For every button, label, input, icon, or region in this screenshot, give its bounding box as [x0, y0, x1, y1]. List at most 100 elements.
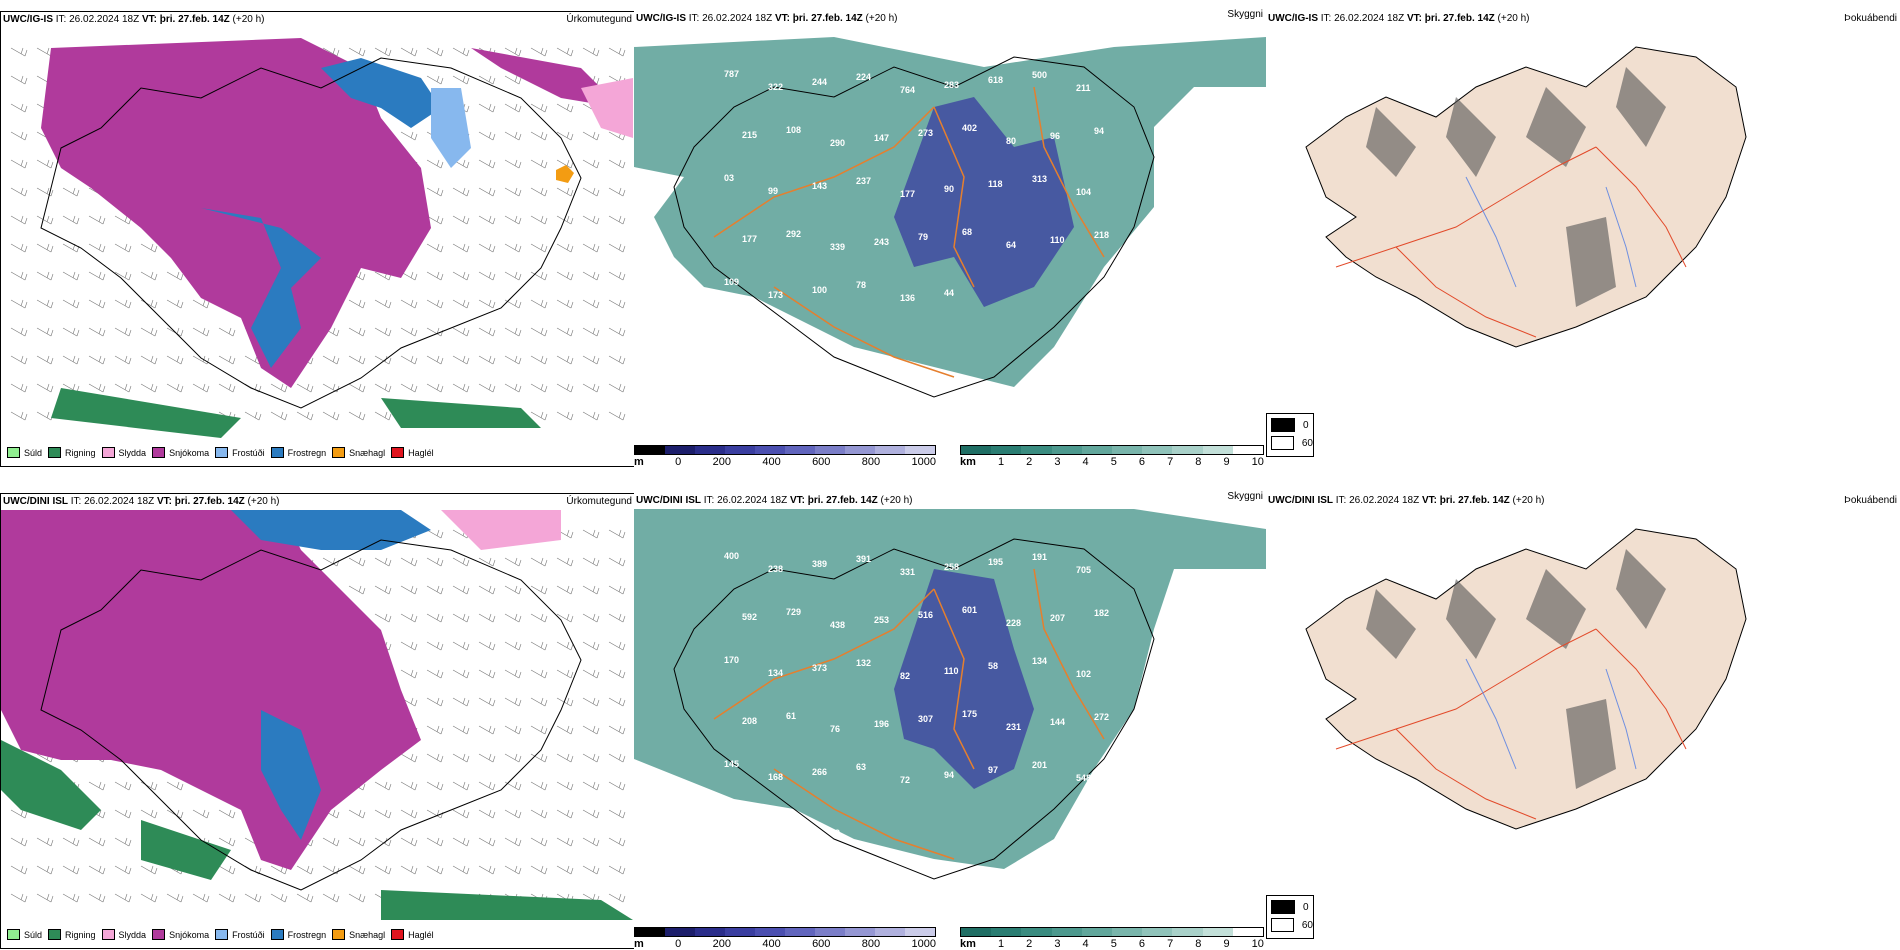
scale-color [875, 928, 905, 936]
fog-legend-row: 60 [1271, 918, 1313, 932]
wind-barb [114, 893, 132, 903]
visibility-value: 389 [812, 559, 827, 569]
visibility-value: 516 [918, 610, 933, 620]
visibility-value: 110 [1050, 235, 1065, 245]
wind-barb [504, 103, 522, 113]
wind-barb [400, 865, 418, 875]
wind-barb [10, 809, 28, 819]
vis-scale-m-top: m 0 200 400 600 800 1000 [634, 445, 936, 468]
wind-barb [556, 131, 574, 141]
legend-label: Frostúði [232, 929, 265, 940]
wind-barb [218, 893, 236, 903]
fog-swatch [1271, 436, 1294, 450]
wind-barb [426, 781, 444, 791]
scale-color [665, 446, 695, 454]
wind-barb [478, 187, 496, 197]
wind-barb [452, 725, 470, 735]
roads [1335, 146, 1687, 338]
wind-barb [88, 299, 106, 309]
wind-barb [348, 585, 366, 595]
wind-barb [140, 271, 158, 281]
wind-barb [322, 47, 340, 57]
legend-swatch [215, 929, 229, 940]
wind-barb [608, 355, 626, 365]
valid-label: VT: [774, 13, 793, 24]
wind-barb [608, 613, 626, 623]
scale-tick-label: 400 [762, 456, 781, 468]
wind-barb [218, 383, 236, 393]
wind-barb [62, 271, 80, 281]
visibility-value: 729 [786, 607, 801, 617]
scale-tick-label: 1000 [911, 938, 936, 950]
wind-barb [244, 411, 262, 421]
wind-barb [140, 299, 158, 309]
wind-barb [426, 159, 444, 169]
scale-tick-label: 10 [1251, 456, 1264, 468]
precip-legend-top: Súld Rigning Slydda Snjókoma Frostúði Frostre… [1, 447, 434, 458]
vis-panel-bottom: UWC/DINI ISL IT: 26.02.2024 18Z VT: þri.… [634, 491, 1266, 950]
wind-barb [400, 669, 418, 679]
wind-barb [556, 809, 574, 819]
visibility-value: 58 [988, 661, 998, 671]
visibility-value: 177 [742, 234, 757, 244]
model-name: UWC/IG-IS [3, 14, 53, 25]
wind-barb [400, 781, 418, 791]
wind-barb [608, 411, 626, 421]
scale-color [1081, 928, 1113, 936]
wind-barb [322, 865, 340, 875]
visibility-value: 39 [830, 828, 840, 838]
wind-barb [608, 159, 626, 169]
scale-color [1232, 928, 1264, 936]
visibility-value: 44 [944, 288, 954, 298]
scale-bar [960, 445, 1264, 455]
wind-barb [556, 299, 574, 309]
fog-swatch [1271, 900, 1295, 914]
visibility-value: 03 [724, 173, 734, 183]
visibility-values: 787 322 244 224 764 283 618 500 211 215 108 290 147 2… [724, 69, 1109, 303]
wind-barb [556, 271, 574, 281]
wind-barb [270, 893, 288, 903]
wind-barb [582, 557, 600, 567]
wind-barb [10, 327, 28, 337]
fog-panel-top: UWC/IG-IS IT: 26.02.2024 18Z VT: þri. 27… [1266, 11, 1900, 467]
wind-barb [582, 131, 600, 141]
legend-label: Frostúði [232, 447, 265, 458]
visibility-value: 273 [918, 128, 933, 138]
wind-barb [400, 585, 418, 595]
wind-barb [426, 243, 444, 253]
wind-barb [10, 215, 28, 225]
legend-swatch [7, 447, 20, 458]
wind-barb [36, 187, 54, 197]
fog-swatch [1271, 918, 1294, 932]
wind-barb [478, 725, 496, 735]
wind-barb [36, 383, 54, 393]
legend-label: Súld [24, 929, 43, 940]
fog-legend-top: 0 60 [1266, 413, 1314, 457]
wind-barb [10, 131, 28, 141]
wind-barb [62, 865, 80, 875]
wind-barb [452, 865, 470, 875]
wind-barb [10, 383, 28, 393]
model-name: UWC/DINI ISL [3, 496, 68, 507]
wind-barb [478, 355, 496, 365]
fog-map-top [1305, 46, 1747, 348]
wind-barb [556, 411, 574, 421]
model-name: UWC/DINI ISL [636, 495, 701, 506]
freezing-drizzle-area [431, 88, 471, 168]
wind-barb [88, 865, 106, 875]
visibility-value: 400 [724, 551, 739, 561]
wind-barb [452, 837, 470, 847]
scale-color [1021, 928, 1052, 936]
wind-barb [556, 103, 574, 113]
visibility-value: 391 [856, 554, 871, 564]
visibility-value: 290 [830, 138, 845, 148]
wind-barb [504, 613, 522, 623]
scale-tick-label: 9 [1223, 938, 1230, 950]
wind-barb [556, 613, 574, 623]
lead-time: (+20 h) [1509, 495, 1545, 506]
wind-barb [88, 837, 106, 847]
fog-header-bottom: UWC/DINI ISL IT: 26.02.2024 18Z VT: þri.… [1266, 493, 1900, 509]
legend-label: Súld [24, 447, 43, 458]
wind-barb [88, 355, 106, 365]
wind-barb [608, 865, 626, 875]
